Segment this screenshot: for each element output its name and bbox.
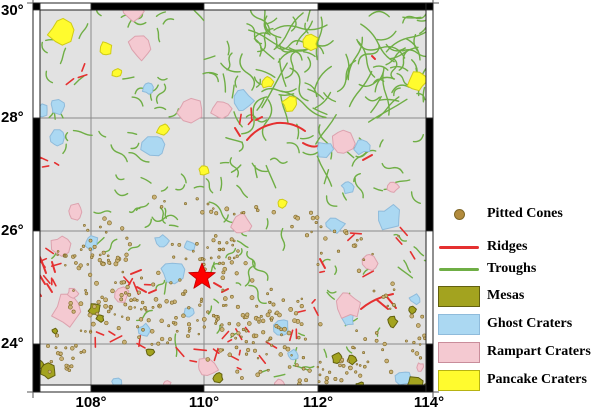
y-tick-label-28: 28° [1,109,24,126]
ghost-craters-swatch-icon [438,313,480,335]
rampart-craters-swatch-icon [438,341,480,363]
ridges-line-icon [438,245,480,249]
graticule [40,10,426,385]
pancake-craters-swatch-icon [438,369,480,391]
legend-label: Mesas [487,288,525,303]
mesas-swatch-icon [438,285,480,307]
legend-label: Ridges [487,239,528,254]
y-tick-label-24: 24° [1,335,24,352]
legend-item-pitted-cones: Pitted Cones [438,203,563,225]
pitted-cones-dot-icon [438,208,480,220]
legend-item-pancake-craters: Pancake Craters [438,369,587,391]
legend-label: Ghost Craters [487,316,573,331]
features-layer [40,10,426,385]
x-tick-label-112: 112° [302,394,334,411]
legend-item-ghost-craters: Ghost Craters [438,313,572,335]
legend-label: Rampart Craters [487,344,591,359]
legend-item-troughs: Troughs [438,258,536,280]
x-tick-label-108: 108° [75,394,107,411]
legend-label: Troughs [487,261,537,276]
legend-label: Pancake Craters [487,372,587,387]
legend-item-rampart-craters: Rampart Craters [438,341,591,363]
x-tick-label-110: 110° [188,394,220,411]
legend-label: Pitted Cones [487,206,563,221]
legend-item-ridges: Ridges [438,236,527,258]
map-border [27,0,439,398]
x-tick-label-114: 114° [413,394,445,411]
y-tick-label-30: 30° [1,2,24,19]
troughs-line-icon [438,267,480,271]
y-tick-label-26: 26° [1,222,24,239]
site-star [188,262,216,289]
legend-item-mesas: Mesas [438,285,524,307]
